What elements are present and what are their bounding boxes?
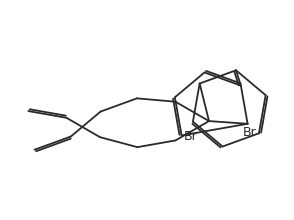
Text: Br: Br [243,126,257,139]
Text: Br: Br [184,130,198,143]
